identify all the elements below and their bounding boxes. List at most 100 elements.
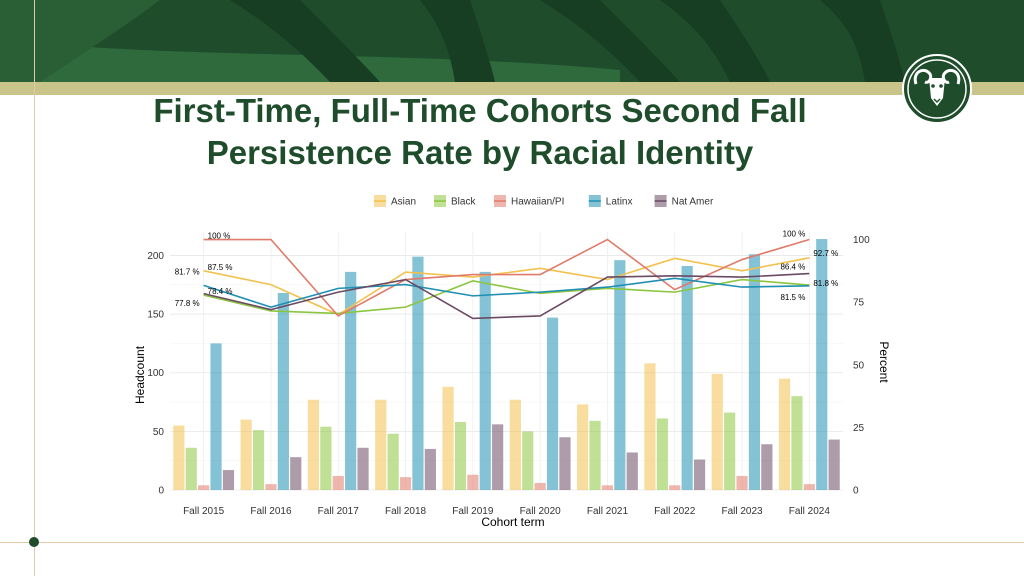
line-nat-amer bbox=[203, 272, 810, 320]
data-label: 77.8 % bbox=[175, 299, 200, 308]
bar-hawaiian-pi bbox=[467, 474, 479, 490]
y2-tick-label: 50 bbox=[853, 360, 865, 371]
bar-latinx bbox=[546, 317, 559, 490]
bar-nat-amer bbox=[222, 470, 235, 490]
x-tick-label: Fall 2022 bbox=[654, 506, 696, 517]
x-tick-label: Fall 2020 bbox=[520, 506, 562, 517]
bar-black bbox=[454, 421, 467, 490]
bar-black bbox=[656, 418, 668, 490]
legend-label: Hawaiian/PI bbox=[511, 197, 564, 208]
bar-black bbox=[724, 412, 736, 490]
bar-black bbox=[522, 431, 534, 490]
gold-band bbox=[0, 82, 1024, 95]
y2-tick-label: 0 bbox=[853, 486, 859, 497]
rule-dot bbox=[29, 537, 39, 547]
x-axis-label: Cohort term bbox=[481, 515, 544, 529]
bar-black bbox=[791, 396, 803, 490]
bar-asian bbox=[173, 425, 185, 490]
y-tick-label: 150 bbox=[147, 310, 164, 321]
line-asian bbox=[203, 257, 810, 316]
x-tick-label: Fall 2019 bbox=[452, 506, 494, 517]
data-label: 87.5 % bbox=[208, 263, 233, 272]
bar-asian bbox=[375, 399, 387, 490]
bar-asian bbox=[711, 373, 723, 490]
x-tick-label: Fall 2016 bbox=[250, 506, 292, 517]
bar-latinx bbox=[345, 271, 357, 490]
legend-label: Black bbox=[451, 197, 476, 208]
legend-label: Nat Amer bbox=[672, 197, 714, 208]
bar-latinx bbox=[277, 292, 289, 490]
bar-hawaiian-pi bbox=[803, 484, 815, 490]
chart-legend: Asian Black Hawaiian/PI Latinx Nat Amer bbox=[374, 195, 714, 208]
data-label: 92.7 % bbox=[813, 249, 838, 258]
y-axis-label: Headcount bbox=[133, 345, 147, 404]
line-latinx bbox=[203, 277, 810, 308]
bar-nat-amer bbox=[290, 457, 302, 490]
bar-hawaiian-pi bbox=[332, 475, 344, 490]
bar-asian bbox=[442, 386, 454, 490]
bar-black bbox=[185, 447, 197, 490]
x-tick-label: Fall 2023 bbox=[721, 506, 763, 517]
data-label: 86.4 % bbox=[780, 263, 805, 272]
ram-head-icon bbox=[902, 54, 972, 124]
horizontal-rule bbox=[0, 542, 1024, 543]
x-tick-label: Fall 2021 bbox=[587, 506, 629, 517]
chart: Asian Black Hawaiian/PI Latinx Nat Amer 0 50 1… bbox=[133, 195, 891, 529]
bar-asian bbox=[509, 399, 521, 490]
bar-asian bbox=[307, 399, 320, 490]
bar-latinx bbox=[816, 239, 828, 490]
bar-hawaiian-pi bbox=[399, 477, 412, 490]
y2-tick-label: 25 bbox=[853, 423, 865, 434]
bar-hawaiian-pi bbox=[601, 485, 614, 490]
y-tick-label: 0 bbox=[158, 486, 164, 497]
bar-black bbox=[589, 420, 601, 490]
chart-axes: 0 50 100 150 200 0 25 50 75 100 Fall 2015 Fall 2016… bbox=[147, 235, 870, 517]
legend-label: Latinx bbox=[606, 197, 633, 208]
bar-hawaiian-pi bbox=[669, 485, 681, 490]
x-tick-label: Fall 2015 bbox=[183, 506, 225, 517]
line-black bbox=[203, 278, 810, 315]
data-label: 81.7 % bbox=[175, 267, 200, 276]
x-tick-label: Fall 2017 bbox=[318, 506, 360, 517]
bar-latinx bbox=[412, 256, 424, 490]
bar-nat-amer bbox=[761, 444, 773, 490]
bar-nat-amer bbox=[828, 439, 840, 490]
bar-nat-amer bbox=[626, 452, 638, 490]
y2-tick-label: 75 bbox=[853, 298, 865, 309]
bar-hawaiian-pi bbox=[736, 475, 748, 490]
y2-axis-label: Percent bbox=[877, 341, 891, 383]
data-label: 81.5 % bbox=[780, 293, 805, 302]
page-title: First-Time, Full-Time Cohorts Second Fal… bbox=[153, 92, 807, 171]
bar-asian bbox=[644, 363, 656, 490]
line-hawaiian-pi bbox=[203, 238, 810, 317]
data-label: 100 % bbox=[208, 232, 231, 241]
bar-series bbox=[173, 239, 840, 490]
data-label: 81.8 % bbox=[813, 279, 838, 288]
bar-black bbox=[387, 433, 399, 490]
bar-nat-amer bbox=[357, 447, 369, 490]
bar-nat-amer bbox=[492, 424, 504, 490]
y-tick-label: 100 bbox=[147, 368, 164, 379]
header-banner bbox=[0, 0, 1024, 82]
data-label: 100 % bbox=[783, 230, 806, 239]
x-tick-label: Fall 2024 bbox=[789, 506, 831, 517]
y-tick-label: 200 bbox=[147, 251, 164, 262]
bar-latinx bbox=[479, 271, 491, 490]
legend-label: Asian bbox=[391, 197, 416, 208]
x-tick-label: Fall 2018 bbox=[385, 506, 427, 517]
bar-latinx bbox=[614, 260, 626, 490]
bar-latinx bbox=[748, 254, 761, 490]
bar-asian bbox=[577, 404, 589, 490]
bar-black bbox=[320, 426, 332, 490]
bar-asian bbox=[240, 419, 252, 490]
data-label: 78.4 % bbox=[208, 287, 233, 296]
bar-hawaiian-pi bbox=[265, 484, 277, 490]
bar-nat-amer bbox=[559, 437, 571, 490]
y2-tick-label: 100 bbox=[853, 235, 870, 246]
bar-hawaiian-pi bbox=[534, 482, 546, 490]
bar-latinx bbox=[681, 266, 693, 490]
bar-latinx bbox=[210, 343, 222, 490]
y-tick-label: 50 bbox=[153, 427, 165, 438]
vertical-rule bbox=[34, 0, 35, 576]
banner-stripes bbox=[0, 0, 905, 82]
